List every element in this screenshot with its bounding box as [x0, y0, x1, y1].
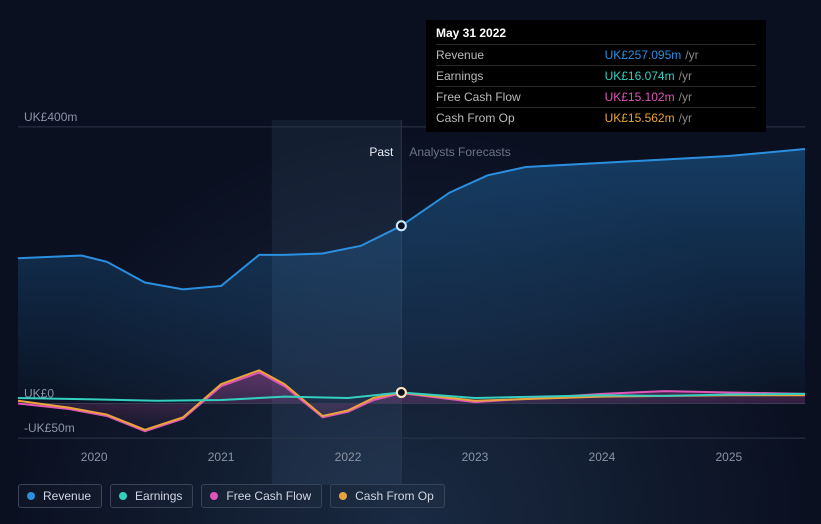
tooltip-date: May 31 2022 [436, 26, 756, 44]
chart-legend: Revenue Earnings Free Cash Flow Cash From O… [18, 484, 445, 508]
legend-label: Cash From Op [355, 489, 434, 503]
legend-dot-icon [210, 492, 218, 500]
tooltip-row-value: UK£16.074m/yr [605, 66, 756, 87]
past-label: Past [369, 145, 394, 159]
legend-label: Revenue [43, 489, 91, 503]
chart-tooltip: May 31 2022RevenueUK£257.095m/yrEarnings… [426, 20, 766, 132]
x-axis-label: 2022 [335, 450, 362, 464]
legend-dot-icon [119, 492, 127, 500]
x-axis-label: 2023 [462, 450, 489, 464]
tooltip-row-value: UK£15.562m/yr [605, 108, 756, 129]
tooltip-row-label: Revenue [436, 45, 605, 66]
legend-item-revenue[interactable]: Revenue [18, 484, 102, 508]
legend-item-fcf[interactable]: Free Cash Flow [201, 484, 322, 508]
x-axis-label: 2024 [589, 450, 616, 464]
legend-dot-icon [339, 492, 347, 500]
y-axis-label: UK£400m [24, 110, 77, 124]
tooltip-row-value: UK£257.095m/yr [605, 45, 756, 66]
legend-item-earnings[interactable]: Earnings [110, 484, 193, 508]
legend-item-cashop[interactable]: Cash From Op [330, 484, 445, 508]
tooltip-row-label: Cash From Op [436, 108, 605, 129]
forecast-label: Analysts Forecasts [409, 145, 510, 159]
tooltip-row-value: UK£15.102m/yr [605, 87, 756, 108]
tooltip-row-label: Free Cash Flow [436, 87, 605, 108]
legend-dot-icon [27, 492, 35, 500]
y-axis-label: -UK£50m [24, 421, 75, 435]
legend-label: Earnings [135, 489, 182, 503]
x-axis-label: 2025 [715, 450, 742, 464]
tooltip-row-label: Earnings [436, 66, 605, 87]
x-axis-label: 2021 [208, 450, 235, 464]
x-axis-label: 2020 [81, 450, 108, 464]
revenue-area [18, 149, 805, 403]
legend-label: Free Cash Flow [226, 489, 311, 503]
